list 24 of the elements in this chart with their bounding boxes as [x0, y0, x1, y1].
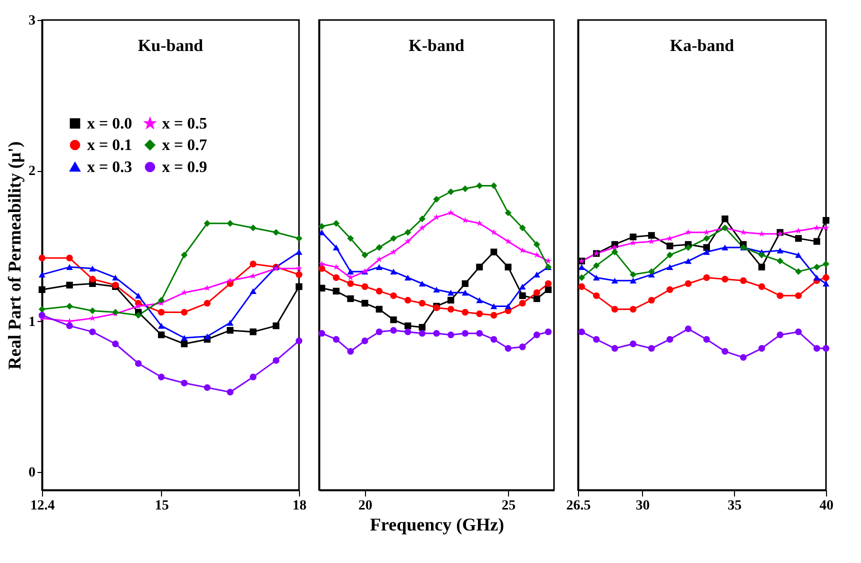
- x-tick-label: 26.5: [566, 498, 591, 514]
- legend-label: x = 0.7: [162, 137, 208, 154]
- legend-label: x = 0.5: [162, 116, 208, 132]
- x-tick-label: 20: [358, 498, 372, 514]
- annotation: K-band: [408, 36, 465, 55]
- legend-label: x = 0.9: [162, 159, 208, 176]
- x-tick-label: 30: [636, 498, 650, 514]
- x-tick-label: 15: [154, 498, 169, 514]
- y-tick-label: 3: [28, 14, 36, 28]
- annotation: Ka-band: [670, 36, 735, 55]
- x-tick-label: 12.4: [30, 498, 55, 514]
- x-tick-label: 40: [820, 498, 834, 514]
- x-axis-title: Frequency (GHz): [370, 514, 504, 534]
- x-tick-label: 18: [292, 498, 306, 514]
- x-tick-label: 35: [728, 498, 742, 514]
- x-tick-label: 25: [502, 498, 516, 514]
- legend-label: x = 0.1: [87, 137, 132, 154]
- legend-label: x = 0.0: [87, 115, 132, 132]
- y-axis-title: Real Part of Permeability (μ'): [4, 141, 24, 370]
- y-tick-label: 0: [28, 465, 36, 480]
- y-tick-label: 2: [28, 164, 36, 180]
- y-tick-label: 1: [28, 314, 36, 330]
- legend-label: x = 0.3: [87, 159, 132, 176]
- annotation: Ku-band: [138, 36, 204, 55]
